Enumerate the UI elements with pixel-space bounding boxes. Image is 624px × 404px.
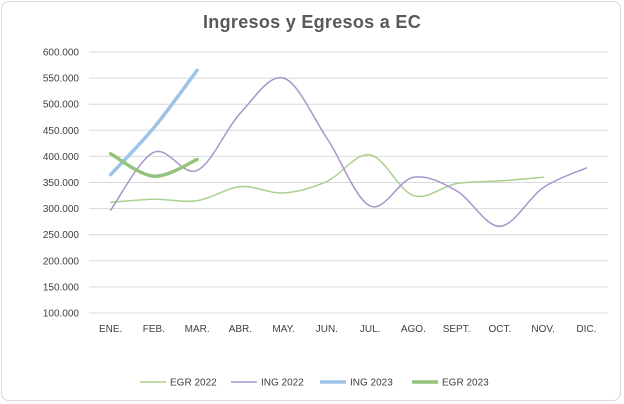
- x-tick-label: NOV.: [531, 324, 555, 335]
- y-tick-label: 450.000: [43, 126, 80, 137]
- x-tick-label: FEB.: [143, 324, 165, 335]
- legend-label: ING 2022: [261, 378, 304, 389]
- series-line-ing-2022: [109, 77, 588, 228]
- x-axis-ticks: ENE. FEB. MAR. ABR. MAY. JUN. JUL. AGO. SEPT. OCT…: [99, 324, 596, 335]
- legend-label: EGR 2023: [442, 378, 489, 389]
- y-tick-label: 100.000: [43, 309, 80, 320]
- x-tick-label: OCT.: [488, 324, 511, 335]
- x-tick-label: MAR.: [185, 324, 210, 335]
- y-tick-label: 600.000: [43, 48, 80, 59]
- y-tick-label: 250.000: [43, 230, 80, 241]
- x-tick-label: JUL.: [360, 324, 381, 335]
- y-axis-ticks: 100.000 150.000 200.000 250.000 300.000 350.0…: [43, 48, 80, 320]
- x-tick-label: ENE.: [99, 324, 122, 335]
- legend-label: EGR 2022: [170, 378, 217, 389]
- y-tick-label: 150.000: [43, 282, 80, 293]
- series-line-egr-2022: [109, 154, 544, 204]
- gridlines: [89, 51, 608, 314]
- y-tick-label: 500.000: [43, 100, 80, 111]
- y-tick-label: 200.000: [43, 256, 80, 267]
- x-tick-label: AGO.: [401, 324, 426, 335]
- series-line-egr-2023: [108, 152, 199, 178]
- y-tick-label: 400.000: [43, 152, 80, 163]
- series-line-ing-2023: [108, 68, 199, 177]
- legend: EGR 2022 ING 2022 ING 2023 EGR 2023: [140, 378, 489, 389]
- x-tick-label: MAY.: [272, 324, 294, 335]
- y-tick-label: 550.000: [43, 74, 80, 85]
- x-tick-label: DIC.: [576, 324, 596, 335]
- legend-label: ING 2023: [350, 378, 393, 389]
- x-tick-label: JUN.: [316, 324, 338, 335]
- chart-title: Ingresos y Egresos a EC: [203, 12, 421, 32]
- y-tick-label: 300.000: [43, 204, 80, 215]
- x-tick-label: SEPT.: [443, 324, 471, 335]
- series-lines: [108, 68, 588, 228]
- y-tick-label: 350.000: [43, 178, 80, 189]
- x-tick-label: ABR.: [229, 324, 252, 335]
